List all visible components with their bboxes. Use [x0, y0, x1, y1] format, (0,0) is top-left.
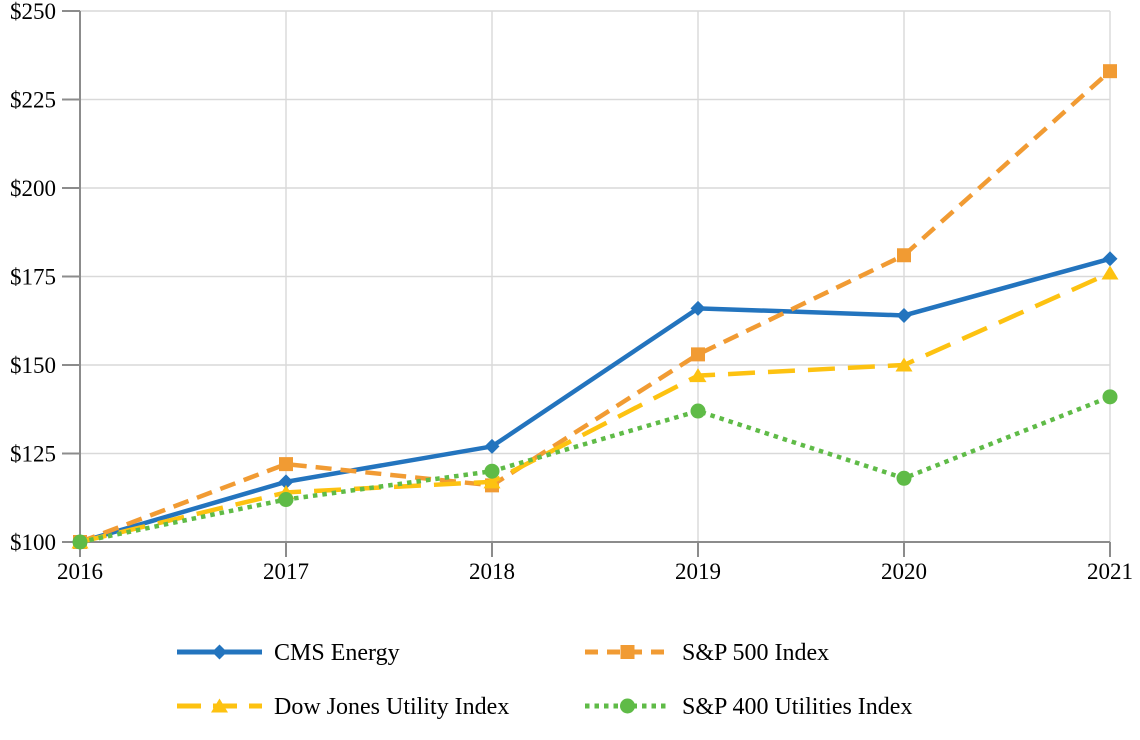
- x-tick-label: 2018: [469, 559, 515, 584]
- legend-label-s-p-500-index: S&P 500 Index: [682, 640, 829, 666]
- x-tick-label: 2017: [263, 559, 309, 584]
- marker-s-p-400-utilities-index: [690, 403, 706, 419]
- series-line-s-p-400-utilities-index: [79, 394, 1111, 545]
- series-s-p-400-utilities-index: [72, 389, 1118, 550]
- y-tick-label: $175: [10, 265, 56, 290]
- marker-s-p-500-index: [1103, 64, 1117, 79]
- legend: CMS Energy S&P 500 Index Dow Jones Utility…: [177, 640, 912, 720]
- x-tick-label: 2016: [57, 559, 103, 584]
- legend-item-s-p-400-utilities-index: S&P 400 Utilities Index: [585, 694, 912, 720]
- marker-cms-energy: [690, 300, 706, 316]
- series-line-dow-jones-utility-index: [79, 270, 1111, 545]
- legend-marker-s-p-400-utilities-index: [620, 698, 635, 714]
- series-line-cms-energy: [79, 256, 1111, 545]
- legend-item-s-p-500-index: S&P 500 Index: [585, 640, 829, 666]
- legend-marker-s-p-500-index: [620, 645, 635, 659]
- y-tick-label: $125: [10, 442, 56, 467]
- marker-s-p-400-utilities-index: [1102, 389, 1118, 405]
- marker-s-p-500-index: [691, 347, 705, 362]
- marker-s-p-500-index: [279, 457, 293, 472]
- marker-dow-jones-utility-index: [895, 357, 913, 372]
- y-tick-label: $100: [10, 530, 56, 555]
- marker-cms-energy: [1102, 251, 1118, 267]
- marker-cms-energy: [896, 307, 912, 323]
- x-tick-label: 2021: [1087, 559, 1133, 584]
- legend-marker-dow-jones-utility-index: [211, 698, 228, 713]
- marker-s-p-400-utilities-index: [896, 470, 912, 486]
- y-tick-label: $200: [10, 176, 56, 201]
- marker-s-p-400-utilities-index: [484, 463, 500, 479]
- legend-item-dow-jones-utility-index: Dow Jones Utility Index: [177, 694, 509, 720]
- series-dow-jones-utility-index: [71, 265, 1119, 549]
- x-tick-label: 2019: [675, 559, 721, 584]
- legend-item-cms-energy: CMS Energy: [177, 640, 400, 666]
- marker-dow-jones-utility-index: [689, 368, 707, 383]
- axes: $100 $125 $150 $175 $200 $225 $250 2016 2017 2018…: [10, 0, 1133, 584]
- marker-s-p-500-index: [897, 248, 911, 263]
- series-line-s-p-500-index: [79, 69, 1112, 545]
- legend-marker-cms-energy: [212, 644, 227, 660]
- legend-label-s-p-400-utilities-index: S&P 400 Utilities Index: [682, 694, 912, 720]
- marker-dow-jones-utility-index: [1101, 265, 1119, 280]
- x-tick-label: 2020: [881, 559, 927, 584]
- y-tick-label: $225: [10, 88, 56, 113]
- legend-label-cms-energy: CMS Energy: [274, 640, 400, 666]
- y-tick-label: $250: [10, 0, 56, 24]
- series-s-p-500-index: [73, 64, 1117, 549]
- y-tick-label: $150: [10, 353, 56, 378]
- marker-cms-energy: [278, 474, 294, 490]
- series-cms-energy: [72, 251, 1118, 550]
- legend-label-dow-jones-utility-index: Dow Jones Utility Index: [274, 694, 509, 720]
- marker-cms-energy: [484, 438, 500, 454]
- gridlines: [80, 10, 1111, 542]
- marker-s-p-400-utilities-index: [72, 534, 88, 550]
- marker-s-p-400-utilities-index: [278, 492, 294, 508]
- marker-dow-jones-utility-index: [483, 474, 501, 489]
